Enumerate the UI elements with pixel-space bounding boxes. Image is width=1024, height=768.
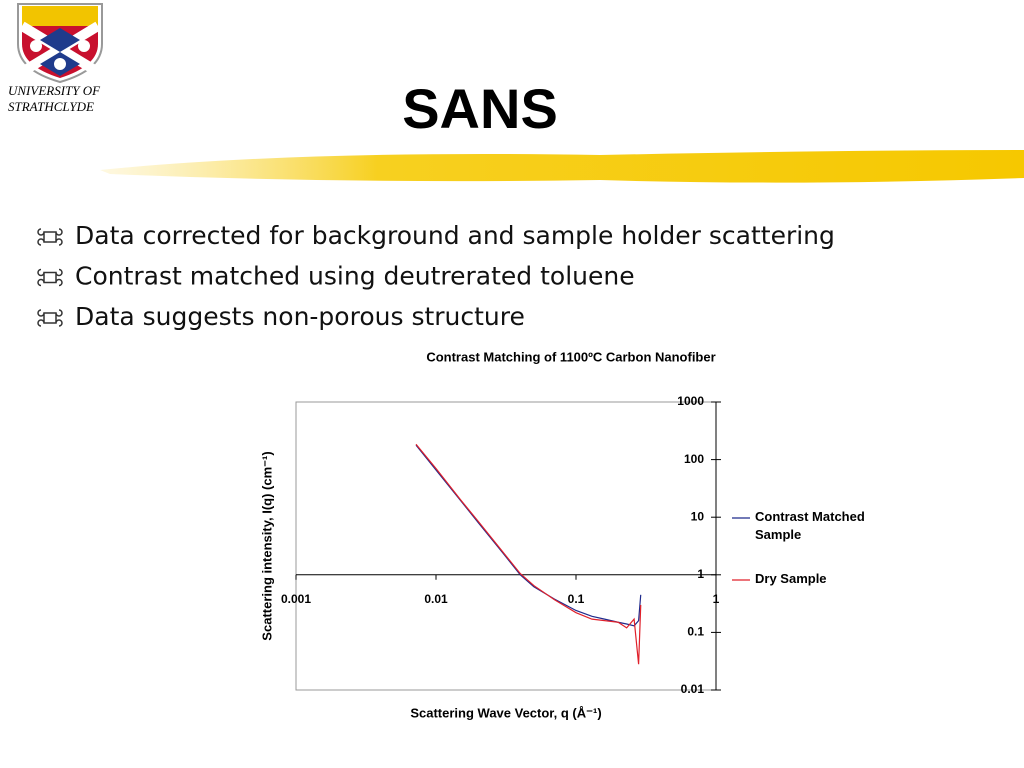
bullet-text: Data suggests non-porous structure: [75, 302, 525, 331]
data-line: [415, 443, 642, 665]
y-tick-label: 1000: [677, 394, 704, 408]
logo-text: STRATHCLYDE: [8, 99, 94, 114]
logo: [17, 3, 103, 84]
bullet-icon: [37, 268, 63, 287]
y-axis-title: Scattering intensity, I(q) (cm⁻¹): [259, 451, 274, 640]
bullet-text: Contrast matched using deutrerated tolue…: [75, 262, 635, 291]
y-tick-label: 10: [691, 509, 705, 523]
bullet-text: Data corrected for background and sample…: [75, 221, 835, 250]
plot-area: [295, 401, 717, 691]
legend-label-part: Contrast Matched: [755, 509, 865, 524]
bullet-icon: [37, 228, 63, 246]
title-underline: [100, 150, 1024, 183]
logo-text: UNIVERSITY OF: [8, 83, 101, 98]
y-tick-label: 1: [697, 567, 704, 581]
legend-label: Dry Sample: [755, 571, 827, 586]
legend-label: Contrast Matched Sample: [755, 509, 865, 542]
bullet-list: Data corrected for background and sample…: [37, 221, 835, 331]
y-tick-label: 100: [684, 452, 704, 466]
bullet-icon: [37, 309, 63, 327]
y-tick-label: 0.1: [687, 625, 704, 639]
x-tick-label: 1: [713, 592, 720, 606]
chart-title: Contrast Matching of 1100ºC Carbon Nanof…: [426, 349, 715, 364]
x-tick-label: 0.1: [568, 592, 585, 606]
legend-label-part: Sample: [755, 527, 801, 542]
x-axis-title: Scattering Wave Vector, q (Å⁻¹): [410, 705, 601, 720]
x-tick-label: 0.001: [281, 592, 311, 606]
x-tick-label: 0.01: [424, 592, 448, 606]
data-line: [415, 444, 642, 627]
chart: Contrast Matching of 1100ºC Carbon Nanof…: [259, 349, 864, 720]
legend-label-part: Dry Sample: [755, 571, 827, 586]
slide-title: SANS: [402, 77, 558, 140]
y-tick-label: 0.01: [681, 682, 705, 696]
